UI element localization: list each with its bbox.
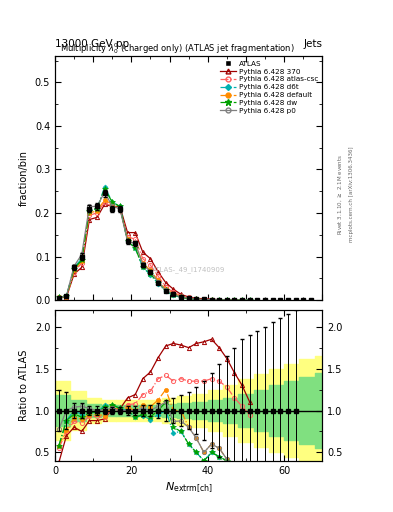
X-axis label: $N_{\mathrm{extrm[ch]}}$: $N_{\mathrm{extrm[ch]}}$ [165, 481, 213, 496]
Text: 13000 GeV pp: 13000 GeV pp [55, 38, 129, 49]
Text: mcplots.cern.ch [arXiv:1306.3436]: mcplots.cern.ch [arXiv:1306.3436] [349, 147, 354, 242]
Text: Rivet 3.1.10, $\geq$ 2.1M events: Rivet 3.1.10, $\geq$ 2.1M events [336, 154, 344, 235]
Text: Multiplicity $\lambda_0^0$ (charged only) (ATLAS jet fragmentation): Multiplicity $\lambda_0^0$ (charged only… [61, 41, 295, 56]
Text: Jets: Jets [303, 38, 322, 49]
Text: ATLAS-_49_I1740909: ATLAS-_49_I1740909 [152, 266, 225, 272]
Y-axis label: fraction/bin: fraction/bin [19, 150, 29, 206]
Y-axis label: Ratio to ATLAS: Ratio to ATLAS [19, 350, 29, 421]
Legend: ATLAS, Pythia 6.428 370, Pythia 6.428 atlas-csc, Pythia 6.428 d6t, Pythia 6.428 : ATLAS, Pythia 6.428 370, Pythia 6.428 at… [217, 58, 321, 117]
